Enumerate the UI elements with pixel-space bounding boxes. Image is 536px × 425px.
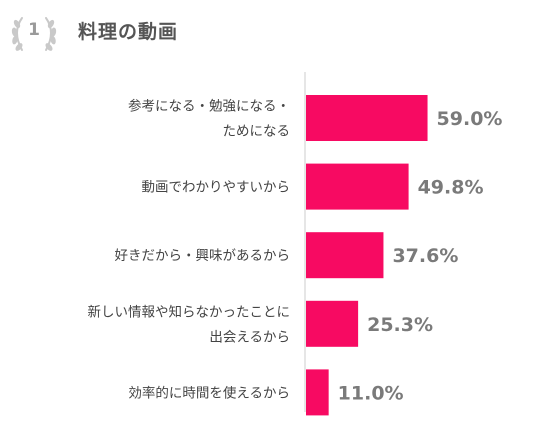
data-label: 11.0% — [338, 382, 404, 404]
category-label: ためになる — [223, 124, 291, 140]
bar — [306, 300, 359, 347]
data-label: 25.3% — [367, 314, 433, 336]
category-label: 好きだから・興味があるから — [115, 248, 291, 264]
bar — [306, 95, 428, 141]
category-label: 参考になる・勉強になる・ — [128, 98, 290, 115]
bar — [306, 369, 329, 416]
laurel-icon — [11, 17, 57, 51]
data-label: 37.6% — [392, 245, 458, 267]
rank-badge: 1 — [8, 12, 60, 56]
bar — [306, 163, 409, 210]
rank-number: 1 — [28, 20, 40, 40]
category-label: 効率的に時間を使えるから — [128, 384, 290, 401]
category-label: 動画でわかりやすいから — [142, 180, 291, 196]
category-label: 新しい情報や知らなかったことに — [88, 303, 291, 320]
data-label: 49.8% — [418, 177, 484, 199]
page-title: 料理の動画 — [78, 21, 179, 43]
bar — [306, 232, 384, 279]
category-label: 出会えるから — [209, 329, 290, 345]
data-label: 59.0% — [437, 108, 503, 130]
